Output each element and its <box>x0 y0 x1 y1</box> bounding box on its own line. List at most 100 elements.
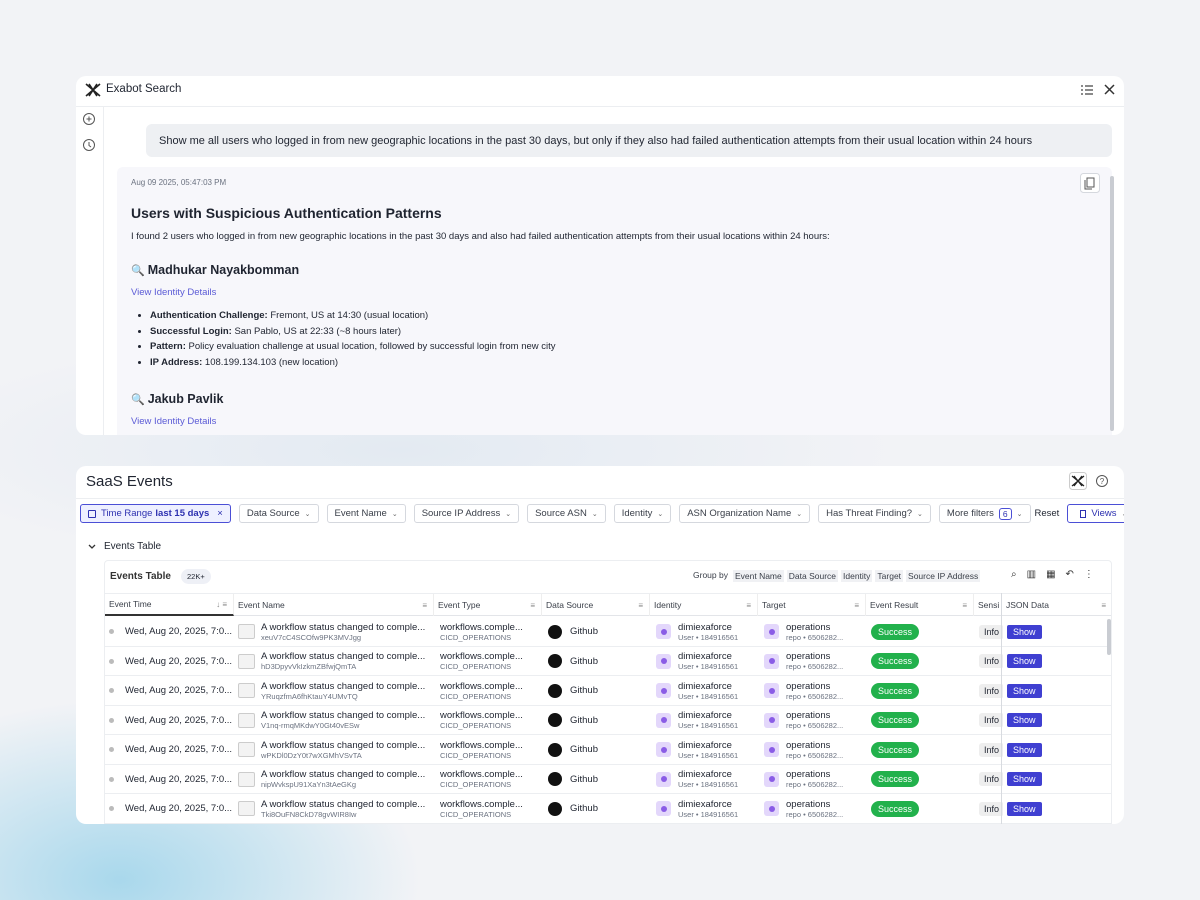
reset-button[interactable]: Reset <box>1034 508 1060 519</box>
event-icon <box>238 771 255 787</box>
github-icon <box>548 654 562 668</box>
filter-dropdown[interactable]: Identity ⌄ <box>613 504 672 523</box>
event-name: A workflow status changed to comple... hD… <box>238 647 434 676</box>
secondary-text: User • 184916561 <box>678 750 739 760</box>
history-button[interactable] <box>82 138 96 152</box>
group-by: Group by Event Name Data Source Identity Tar… <box>693 570 981 582</box>
tool-button[interactable]: ↶ <box>1065 569 1074 580</box>
cell-text: dimiexaforce User • 184916561 <box>678 681 738 701</box>
tool-button[interactable]: ⌕ <box>1011 569 1017 580</box>
show-button[interactable]: Show <box>1007 683 1042 698</box>
sensitivity: Info <box>979 735 1003 764</box>
identity: dimiexaforce User • 184916561 <box>656 676 758 705</box>
column-header: Event Name ≡ <box>234 594 434 616</box>
github-icon <box>548 742 562 757</box>
column-header: Event Result ≡ <box>866 594 974 616</box>
json-data: Show <box>1007 794 1067 823</box>
tool-button[interactable]: ⋮ <box>1083 569 1094 580</box>
data-source: Github <box>548 676 650 705</box>
result-badge: Success <box>871 800 920 817</box>
list-button[interactable] <box>1080 83 1094 97</box>
response-intro: I found 2 users who logged in from new g… <box>131 231 830 242</box>
response-heading: Users with Suspicious Authentication Pat… <box>131 205 442 221</box>
secondary-text: repo • 6506282... <box>786 780 844 789</box>
secondary-text: CICD_OPERATIONS <box>440 780 512 789</box>
avatar-icon <box>656 801 671 816</box>
primary-text: operations <box>786 739 831 751</box>
views-button[interactable]: Views ⌄ <box>1067 504 1124 523</box>
data-source: Github <box>548 647 650 676</box>
cell-text: workflows.comple... CICD_OPERATIONS <box>440 681 523 701</box>
primary-text: dimiexaforce <box>678 680 732 692</box>
primary-text: workflows.comple... <box>440 739 523 751</box>
detail-label: Successful Login: <box>150 325 232 337</box>
table-row: Wed, Aug 20, 2025, 7:0... A workflow stat… <box>105 617 1111 647</box>
group-by-chip[interactable]: Source IP Address <box>906 570 981 582</box>
exabot-button[interactable] <box>1069 472 1087 490</box>
event-time-text: Wed, Aug 20, 2025, 7:0... <box>125 655 233 667</box>
identity-link[interactable]: View Identity Details <box>131 416 217 428</box>
row-dot <box>109 747 114 752</box>
github-icon <box>548 683 562 698</box>
column-header-text: Data Source <box>546 600 594 610</box>
time-range-filter[interactable]: Time Range last 15 days × <box>80 504 231 523</box>
filter-dropdown[interactable]: Event Name ⌄ <box>326 504 406 523</box>
detail-label: Authentication Challenge: <box>150 310 268 321</box>
secondary-text: V1nq-rmqMKdwY0Gt40vESw <box>261 721 360 730</box>
table-header: Event Time ↓ ≡ Event Name ≡ Event Type ≡ Data … <box>105 593 1111 616</box>
group-by-label: Group by <box>693 570 728 580</box>
avatar-icon <box>764 801 779 816</box>
filter-dropdown[interactable]: Has Threat Finding? ⌄ <box>818 504 931 523</box>
show-button[interactable]: Show <box>1007 801 1042 816</box>
close-button[interactable] <box>1103 83 1116 96</box>
column-header: Identity ≡ <box>650 594 758 616</box>
copy-button[interactable] <box>1080 173 1100 193</box>
event-icon <box>238 801 255 816</box>
show-button[interactable]: Show <box>1007 654 1042 668</box>
detail-item: Successful Login: San Pablo, US at 22:33… <box>150 324 1098 340</box>
new-chat-button[interactable] <box>82 112 96 126</box>
detail-text: San Pablo, US at 22:33 (~8 hours later) <box>234 325 402 337</box>
avatar-icon <box>764 653 779 669</box>
secondary-text: User • 184916561 <box>678 662 739 671</box>
column-header-text: Event Name <box>238 600 285 610</box>
filter-dropdown[interactable]: Source ASN ⌄ <box>527 504 606 523</box>
secondary-text: User • 184916561 <box>678 691 739 701</box>
filter-label: Data Source <box>246 508 300 519</box>
tool-button[interactable]: ▥ <box>1026 569 1037 580</box>
collapse-icon[interactable] <box>87 542 97 552</box>
avatar-icon <box>656 712 671 728</box>
logo <box>85 83 101 97</box>
identity-link[interactable]: View Identity Details <box>131 287 217 298</box>
secondary-text: repo • 6506282... <box>786 662 844 671</box>
show-button[interactable]: Show <box>1007 624 1042 639</box>
primary-text: operations <box>786 798 831 810</box>
filter-dropdown[interactable]: ASN Organization Name ⌄ <box>679 504 811 523</box>
column-header: Data Source ≡ <box>542 594 650 616</box>
json-data: Show <box>1007 735 1067 764</box>
secondary-text: CICD_OPERATIONS <box>440 721 512 730</box>
help-button[interactable]: ? <box>1095 474 1109 488</box>
tool-button[interactable]: ▦ <box>1046 569 1056 580</box>
filter-icon: ≡ <box>1101 600 1106 610</box>
group-by-chip[interactable]: Event Name <box>732 570 784 582</box>
cell-text: A workflow status changed to comple... hD… <box>261 651 425 671</box>
event-type: workflows.comple... CICD_OPERATIONS <box>440 676 542 705</box>
more-filters[interactable]: More filters 6 ⌄ <box>938 504 1031 523</box>
show-button[interactable]: Show <box>1007 742 1042 757</box>
group-by-chip[interactable]: Identity <box>841 570 873 582</box>
show-button[interactable]: Show <box>1007 772 1042 786</box>
filter-dropdown[interactable]: Source IP Address ⌄ <box>413 504 520 523</box>
column-header-text: Target <box>762 600 786 610</box>
event-result: Success <box>871 794 971 823</box>
group-by-chip[interactable]: Target <box>875 570 904 582</box>
show-button[interactable]: Show <box>1007 713 1042 727</box>
cell-text: A workflow status changed to comple... ni… <box>261 769 425 789</box>
group-by-chip[interactable]: Data Source <box>786 570 838 582</box>
primary-text: A workflow status changed to comple... <box>261 798 426 810</box>
filter-dropdown[interactable]: Data Source ⌄ <box>238 504 319 523</box>
chevron: ⌄ <box>917 510 923 518</box>
primary-text: workflows.comple... <box>440 710 523 721</box>
event-name: A workflow status changed to comple... V1… <box>238 706 434 735</box>
primary-text: workflows.comple... <box>440 651 523 662</box>
